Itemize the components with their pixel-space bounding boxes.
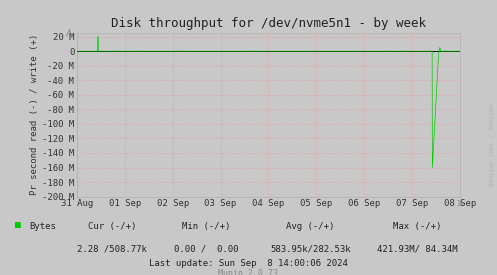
Title: Disk throughput for /dev/nvme5n1 - by week: Disk throughput for /dev/nvme5n1 - by we… [111, 17, 426, 31]
Text: 421.93M/ 84.34M: 421.93M/ 84.34M [377, 244, 458, 253]
Text: Max (-/+): Max (-/+) [393, 222, 442, 231]
Text: Min (-/+): Min (-/+) [182, 222, 231, 231]
Text: Munin 2.0.73: Munin 2.0.73 [219, 269, 278, 275]
Text: Avg (-/+): Avg (-/+) [286, 222, 335, 231]
Text: Cur (-/+): Cur (-/+) [87, 222, 136, 231]
Text: Last update: Sun Sep  8 14:00:06 2024: Last update: Sun Sep 8 14:00:06 2024 [149, 260, 348, 268]
Text: 2.28 /508.77k: 2.28 /508.77k [77, 244, 147, 253]
Y-axis label: Pr second read (-) / write (+): Pr second read (-) / write (+) [30, 34, 39, 196]
Text: Bytes: Bytes [29, 222, 56, 230]
Text: 0.00 /  0.00: 0.00 / 0.00 [174, 244, 239, 253]
Text: ■: ■ [15, 221, 21, 230]
Text: RRDTOOL / TOBI OETIKER: RRDTOOL / TOBI OETIKER [487, 104, 492, 187]
Text: 583.95k/282.53k: 583.95k/282.53k [270, 244, 351, 253]
